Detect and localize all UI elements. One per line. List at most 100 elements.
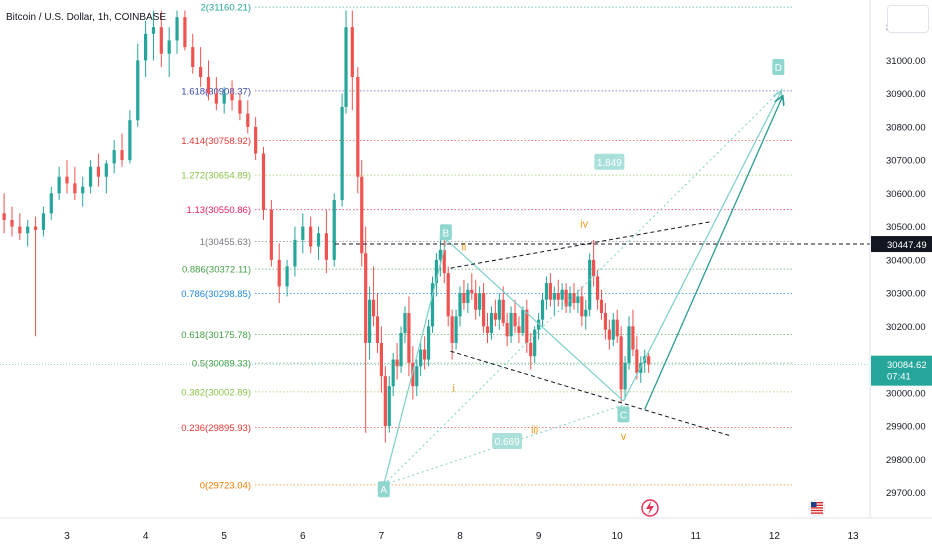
flag-stripe (811, 512, 823, 514)
label-text: 0.669 (495, 437, 520, 448)
candle-body (403, 313, 407, 333)
wedge-upper-line[interactable] (450, 221, 712, 269)
candle-body (599, 299, 604, 314)
candle (104, 160, 108, 194)
candle (2, 193, 6, 234)
candle-body (269, 209, 273, 260)
candle-body (426, 326, 431, 360)
candle (277, 243, 281, 304)
candle-body (332, 200, 336, 260)
wave-point-label[interactable]: C (617, 406, 630, 423)
wave-point-label[interactable]: D (772, 59, 785, 76)
candle-body (340, 106, 344, 201)
wave-count-label[interactable]: i (452, 383, 454, 395)
candle (112, 140, 116, 174)
candle-body (647, 356, 651, 365)
candle-body (481, 293, 486, 327)
candle-body (73, 183, 77, 194)
wave-leg-bc[interactable] (446, 239, 624, 402)
candle (183, 10, 187, 51)
fib-level-label: 1(30455.63) (200, 237, 251, 248)
wave-count-label[interactable]: ii (461, 242, 466, 254)
wave-point-label[interactable]: B (439, 224, 452, 241)
candle-body (230, 93, 234, 101)
candle-body (316, 233, 321, 247)
chart-settings-box[interactable] (887, 5, 929, 33)
flash-icon[interactable] (641, 499, 659, 517)
candle (580, 286, 584, 327)
wave-point-label[interactable]: A (377, 481, 390, 498)
flash-icon-bolt (646, 501, 654, 515)
flag-stripe (811, 509, 823, 512)
tag-bg (871, 355, 932, 386)
candle (206, 60, 211, 101)
us-flag-icon[interactable] (808, 499, 826, 517)
candle-body (277, 259, 281, 287)
price-tick-label: 29800.00 (886, 455, 926, 466)
flag-stripe (811, 504, 823, 506)
candle (607, 319, 611, 350)
candle (33, 216, 38, 337)
candle-body (485, 326, 490, 333)
candle (540, 293, 545, 327)
candle-body (206, 77, 211, 94)
candle (525, 299, 529, 353)
wave-count-label[interactable]: v (621, 431, 627, 443)
ratio-line-ad[interactable] (383, 88, 783, 486)
candle-body (293, 239, 297, 267)
candle (73, 166, 77, 201)
candle-body (120, 150, 124, 161)
wave-drawings[interactable] (335, 88, 870, 486)
candle-body (407, 313, 411, 363)
candle-body (88, 166, 93, 187)
candle-body (285, 266, 289, 287)
candle-body (548, 283, 552, 300)
candle-body (525, 309, 529, 343)
candle (269, 200, 273, 267)
projection-arrow[interactable] (644, 97, 783, 410)
candle (214, 77, 218, 111)
price-tick-label: 29900.00 (886, 422, 926, 433)
ratio-line-ac[interactable] (383, 403, 626, 486)
label-text: 1.849 (597, 158, 622, 169)
candle-body (383, 376, 387, 427)
candle-body (41, 213, 46, 230)
candle-body (151, 27, 156, 34)
candle (426, 319, 431, 367)
candle (81, 176, 85, 207)
wave-leg-cd[interactable] (622, 92, 780, 402)
candle (419, 342, 423, 377)
ratio-label[interactable]: 1.849 (594, 153, 625, 170)
time-tick-label: 13 (847, 531, 859, 542)
candle (548, 273, 552, 307)
candle-body (411, 362, 415, 387)
candle-body (505, 322, 509, 337)
horizontal-line-price-tag[interactable]: 30447.49 (871, 236, 932, 253)
wedge-lower-line[interactable] (450, 350, 732, 437)
candle-body (128, 120, 132, 161)
label-bg (772, 59, 785, 76)
fib-level-label: 0.786(30298.85) (181, 289, 251, 300)
wave-count-label[interactable]: iii (531, 424, 538, 436)
candle (65, 160, 69, 194)
candle (41, 206, 46, 237)
fib-retracement[interactable]: 2(31160.21)1.618(30908.37)1.414(30758.92… (0, 3, 870, 492)
fib-level-label: 0(29723.04) (200, 480, 251, 491)
candle (556, 279, 560, 307)
candle (552, 286, 556, 317)
candle-body (470, 289, 474, 294)
candle (564, 283, 568, 314)
wave-count-label[interactable]: iv (580, 218, 588, 230)
ratio-label[interactable]: 0.669 (492, 432, 523, 449)
price-tick-label: 30600.00 (886, 189, 926, 200)
candle-body (254, 126, 258, 154)
time-tick-label: 4 (143, 531, 149, 542)
candle-body (81, 186, 85, 194)
candle (340, 93, 344, 207)
wave-leg-ab[interactable] (383, 239, 448, 486)
candle-body (623, 362, 627, 390)
